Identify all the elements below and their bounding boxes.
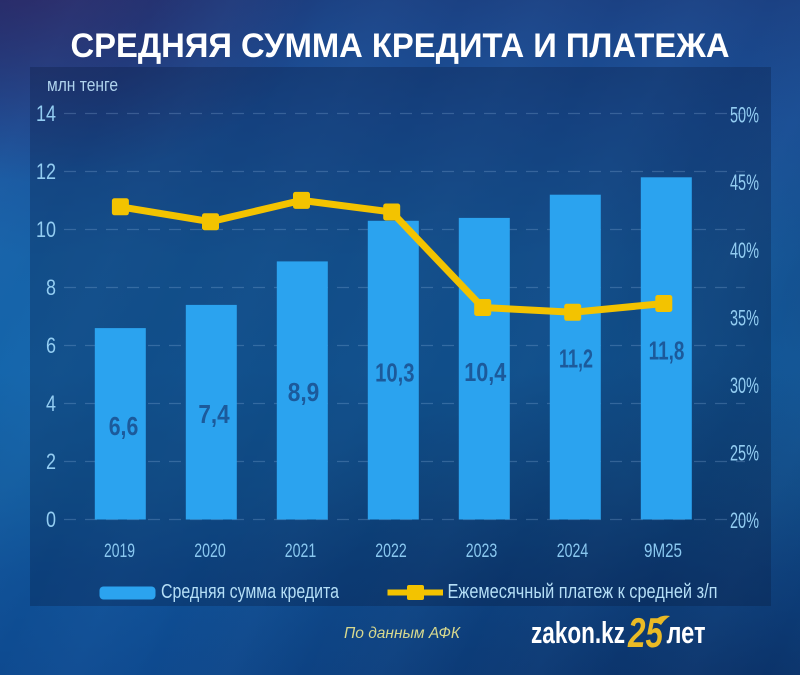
svg-text:2019: 2019: [104, 540, 135, 562]
svg-text:35%: 35%: [730, 306, 759, 331]
svg-text:9М25: 9М25: [644, 540, 682, 562]
svg-text:2021: 2021: [285, 540, 317, 562]
svg-text:Средняя сумма кредита: Средняя сумма кредита: [161, 581, 340, 603]
svg-text:25%: 25%: [730, 441, 759, 466]
svg-text:По данным АФК: По данным АФК: [344, 625, 462, 642]
svg-text:6: 6: [46, 333, 56, 358]
svg-text:14: 14: [36, 101, 56, 126]
svg-text:Ежемесячный платеж к средней з: Ежемесячный платеж к средней з/п: [448, 581, 718, 603]
svg-text:11,2: 11,2: [559, 344, 593, 374]
svg-text:20%: 20%: [730, 508, 759, 533]
svg-text:2024: 2024: [557, 540, 589, 562]
svg-text:30%: 30%: [730, 373, 759, 398]
svg-text:2023: 2023: [466, 540, 498, 562]
svg-text:10: 10: [36, 217, 56, 242]
svg-text:10,4: 10,4: [464, 357, 506, 387]
svg-text:10,3: 10,3: [375, 358, 414, 388]
svg-text:50%: 50%: [730, 103, 759, 128]
svg-text:12: 12: [36, 159, 56, 184]
svg-text:2020: 2020: [194, 540, 226, 562]
svg-text:млн тенге: млн тенге: [47, 75, 118, 95]
svg-text:7,4: 7,4: [198, 399, 230, 429]
svg-text:25: 25: [627, 609, 663, 656]
svg-text:4: 4: [46, 391, 56, 416]
svg-text:zakon.kz: zakon.kz: [531, 615, 625, 650]
svg-text:11,8: 11,8: [649, 335, 685, 365]
svg-text:8: 8: [46, 275, 56, 300]
svg-text:2: 2: [46, 449, 56, 474]
svg-text:45%: 45%: [730, 170, 759, 195]
svg-text:СРЕДНЯЯ СУММА КРЕДИТА И ПЛАТЕЖ: СРЕДНЯЯ СУММА КРЕДИТА И ПЛАТЕЖА: [71, 27, 730, 65]
svg-text:0: 0: [46, 507, 56, 532]
svg-text:2022: 2022: [375, 540, 407, 562]
svg-text:6,6: 6,6: [109, 411, 139, 441]
svg-text:8,9: 8,9: [288, 377, 320, 407]
svg-text:лет: лет: [667, 615, 706, 650]
svg-text:40%: 40%: [730, 238, 759, 263]
